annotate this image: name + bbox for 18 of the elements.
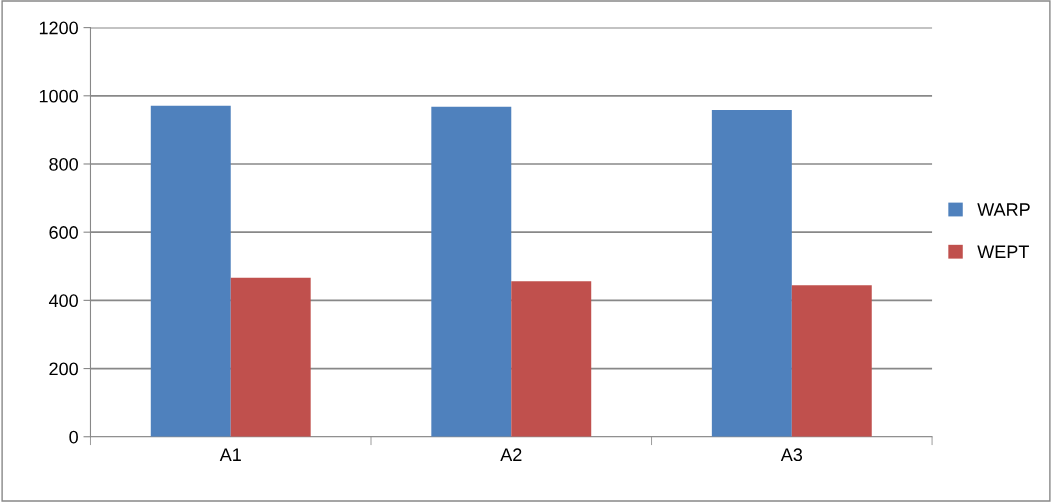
y-tick-label: 1200	[39, 21, 78, 35]
y-tick-label: 1000	[39, 89, 78, 103]
bar	[711, 110, 792, 437]
bar	[791, 285, 872, 437]
bar	[431, 106, 512, 437]
y-tick-label: 200	[49, 362, 78, 376]
x-tick-label: A1	[219, 448, 241, 461]
bar	[150, 105, 231, 437]
legend-label: WARP	[977, 203, 1030, 216]
y-tick-label: 800	[49, 157, 78, 171]
y-tick-label: 0	[69, 430, 78, 444]
y-tick-label: 600	[49, 226, 78, 239]
bar	[230, 277, 311, 437]
x-tick-label: A3	[780, 448, 803, 462]
y-tick-label: 400	[48, 294, 78, 308]
x-tick-label: A2	[500, 448, 522, 461]
bar	[511, 281, 592, 437]
legend-label: WEPT	[977, 245, 1029, 258]
